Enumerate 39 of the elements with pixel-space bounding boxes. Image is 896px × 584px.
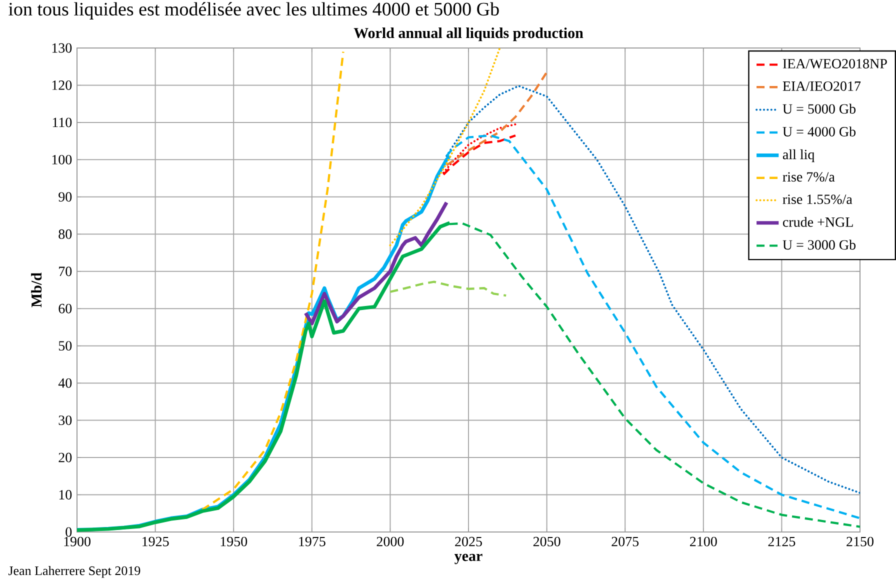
text: Jean Laherrere Sept 2019 [8, 566, 140, 578]
y-tick-label: 0 [66, 527, 72, 537]
x-tick-label: 2100 [690, 536, 717, 546]
y-tick-label: 80 [58, 229, 72, 239]
legend-label: EIA/IEO2017 [782, 81, 861, 91]
y-tick-label: 40 [58, 378, 72, 388]
x-tick-label: 2075 [612, 536, 639, 546]
x-tick-label: 2025 [455, 536, 482, 546]
legend-label: IEA/WEO2018NP [782, 59, 887, 69]
y-tick-label: 10 [59, 490, 72, 500]
y-tick-label: 100 [52, 154, 72, 164]
y-tick-label: 50 [58, 341, 72, 351]
legend-label: rise 7%/a [782, 172, 835, 182]
y-tick-label: 130 [52, 43, 72, 53]
legend-label: U = 4000 Gb [782, 126, 856, 136]
chart-title: World annual all liquids production [354, 28, 584, 42]
x-tick-label: 1900 [64, 536, 90, 546]
y-tick-label: 120 [52, 80, 72, 90]
x-axis-title: year [454, 554, 482, 564]
y-axis-title: Mb/d [31, 272, 42, 308]
y-tick-label: 110 [52, 118, 72, 128]
legend-label: rise 1.55%/a [782, 194, 852, 204]
y-tick-label: 70 [59, 266, 72, 276]
legend-label: U = 5000 Gb [782, 104, 856, 114]
x-tick-label: 2000 [376, 536, 404, 546]
x-tick-label: 1975 [299, 536, 326, 546]
text: ion tous liquides est modélisée avec les ultimes 4000 et 5000 Gb [8, 2, 499, 20]
x-tick-label: 1950 [220, 536, 248, 546]
x-tick-label: 2150 [846, 536, 874, 546]
x-tick-label: 2125 [768, 536, 796, 546]
y-tick-label: 60 [58, 304, 72, 314]
legend-label: all liq [782, 149, 814, 162]
y-tick-label: 30 [58, 416, 72, 426]
x-tick-label: 1925 [142, 536, 169, 546]
y-tick-label: 20 [58, 452, 72, 462]
x-tick-label: 2050 [533, 536, 560, 546]
legend-label: U = 3000 Gb [782, 240, 856, 250]
y-tick-label: 90 [58, 192, 72, 202]
legend-label: crude +NGL [782, 216, 853, 227]
